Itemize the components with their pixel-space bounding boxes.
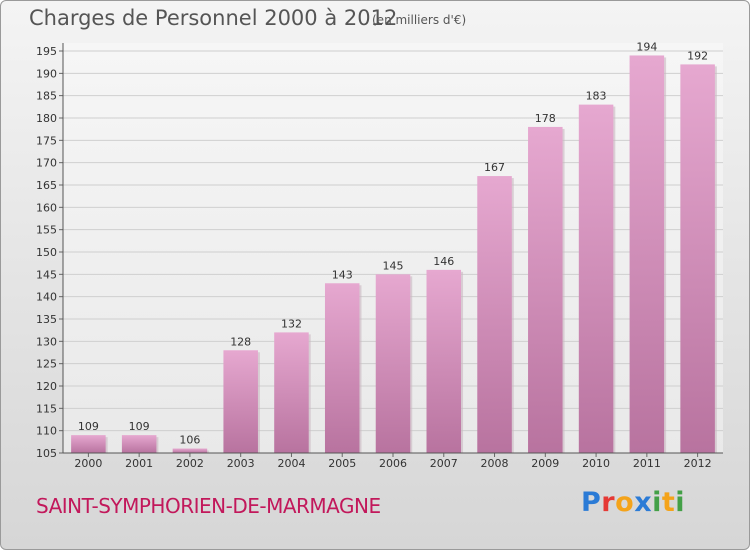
x-tick-label: 2012 xyxy=(684,457,712,470)
y-tick-label: 140 xyxy=(36,291,57,304)
data-label: 167 xyxy=(484,161,505,174)
bar xyxy=(578,104,614,453)
x-tick-label: 2007 xyxy=(430,457,458,470)
x-tick-label: 2003 xyxy=(227,457,255,470)
bar xyxy=(121,435,157,453)
proxiti-logo[interactable]: Proxiti xyxy=(581,487,685,518)
chart-title: Charges de Personnel 2000 à 2012 xyxy=(29,6,398,30)
y-tick-label: 175 xyxy=(36,134,57,147)
data-label: 109 xyxy=(78,420,99,433)
logo-letter: o xyxy=(615,487,635,518)
city-name: SAINT-SYMPHORIEN-DE-MARMAGNE xyxy=(36,494,381,518)
y-tick-label: 170 xyxy=(36,157,57,170)
bar xyxy=(477,176,512,454)
x-tick-label: 2002 xyxy=(176,457,204,470)
x-tick-label: 2006 xyxy=(379,457,407,470)
data-label: 146 xyxy=(433,255,454,268)
y-tick-label: 110 xyxy=(36,425,57,438)
y-tick-label: 160 xyxy=(36,201,57,214)
bar xyxy=(375,274,411,453)
bar xyxy=(274,332,309,453)
y-tick-label: 150 xyxy=(36,246,57,259)
y-tick-label: 130 xyxy=(36,335,57,348)
data-label: 192 xyxy=(687,49,708,62)
data-label: 145 xyxy=(383,259,404,272)
logo-letter: P xyxy=(581,487,602,518)
y-tick-label: 135 xyxy=(36,313,57,326)
y-tick-label: 115 xyxy=(36,402,57,415)
bar xyxy=(629,55,665,453)
logo-letter: r xyxy=(601,487,616,518)
data-label: 128 xyxy=(230,335,251,348)
y-tick-label: 120 xyxy=(36,380,57,393)
data-label: 183 xyxy=(586,90,607,103)
bar xyxy=(426,269,462,453)
x-tick-label: 2008 xyxy=(481,457,509,470)
y-tick-label: 180 xyxy=(36,112,57,125)
data-label: 194 xyxy=(636,40,657,53)
bar xyxy=(680,64,715,454)
bar xyxy=(528,126,563,453)
y-tick-label: 165 xyxy=(36,179,57,192)
x-tick-label: 2001 xyxy=(125,457,153,470)
bar xyxy=(223,350,258,453)
y-tick-label: 190 xyxy=(36,67,57,80)
y-tick-label: 195 xyxy=(36,45,57,58)
data-label: 178 xyxy=(535,112,556,125)
bar xyxy=(172,448,208,453)
y-tick-label: 155 xyxy=(36,224,57,237)
y-tick-label: 145 xyxy=(36,268,57,281)
logo-letter: t xyxy=(661,487,676,518)
data-label: 143 xyxy=(332,268,353,281)
logo-letter: i xyxy=(652,487,662,518)
x-tick-label: 2005 xyxy=(328,457,356,470)
logo-letter: x xyxy=(634,487,653,518)
bar xyxy=(324,283,360,453)
unit-note: (en milliers d'€) xyxy=(372,13,467,27)
data-label: 132 xyxy=(281,317,302,330)
data-label: 106 xyxy=(179,434,200,447)
x-tick-label: 2009 xyxy=(531,457,559,470)
bar xyxy=(71,435,106,453)
y-tick-label: 105 xyxy=(36,447,57,460)
x-tick-label: 2011 xyxy=(633,457,661,470)
y-tick-label: 125 xyxy=(36,358,57,371)
x-tick-label: 2010 xyxy=(582,457,610,470)
y-tick-label: 185 xyxy=(36,90,57,103)
logo-letter: i xyxy=(675,487,686,518)
x-tick-label: 2000 xyxy=(74,457,102,470)
data-label: 109 xyxy=(129,420,150,433)
x-tick-label: 2004 xyxy=(277,457,305,470)
